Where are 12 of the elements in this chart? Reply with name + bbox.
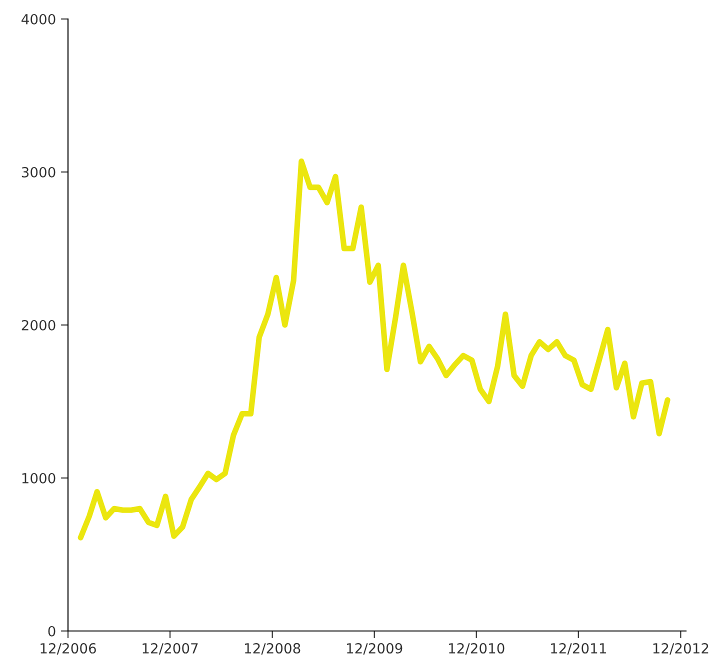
y-tick-label: 1000 xyxy=(22,472,56,484)
y-tick-label: 4000 xyxy=(22,14,56,24)
x-tick-label: 12/2011 xyxy=(551,643,606,655)
x-tick-label: 12/2007 xyxy=(142,643,198,655)
x-tick-label: 12/2006 xyxy=(40,643,96,655)
x-tick-label: 12/2008 xyxy=(245,643,300,655)
x-tick-label: 12/2009 xyxy=(347,643,402,655)
y-tick-label: 0 xyxy=(48,626,56,636)
y-tick-label: 2000 xyxy=(22,320,56,330)
y-tick-label: 3000 xyxy=(22,166,56,178)
x-tick-label: 12/2010 xyxy=(449,643,504,655)
x-tick-label: 12/2012 xyxy=(653,643,708,655)
